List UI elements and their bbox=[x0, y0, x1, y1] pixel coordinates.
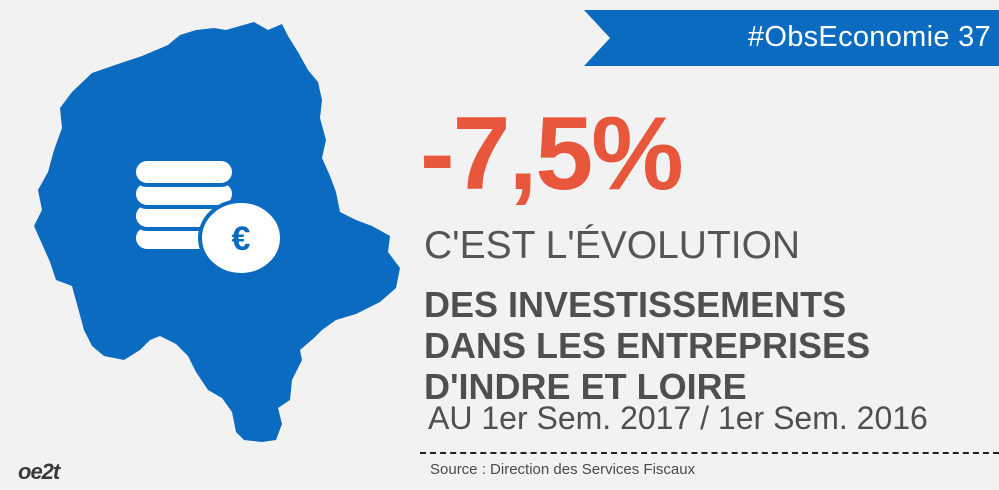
divider bbox=[420, 452, 999, 454]
subject-line: DANS LES ENTREPRISES bbox=[424, 325, 871, 366]
svg-text:€: € bbox=[232, 220, 251, 258]
hashtag-banner: #ObsEconomie 37 bbox=[584, 10, 999, 66]
subject-line: D'INDRE ET LOIRE bbox=[424, 366, 747, 407]
subject-line: DES INVESTISSEMENTS bbox=[424, 284, 847, 325]
evolution-label: C'EST L'ÉVOLUTION bbox=[424, 224, 801, 267]
euro-coin-icon: € bbox=[198, 199, 284, 277]
period-text: AU 1er Sem. 2017 / 1er Sem. 2016 bbox=[428, 400, 928, 436]
hashtag-text: #ObsEconomie 37 bbox=[747, 21, 991, 53]
stat-value: -7,5% bbox=[420, 96, 684, 212]
subject-text: DES INVESTISSEMENTS DANS LES ENTREPRISES… bbox=[424, 284, 944, 407]
source-text: Source : Direction des Services Fiscaux bbox=[430, 461, 696, 478]
logo-text: oe2t bbox=[18, 459, 60, 484]
oe2t-logo: oe2t bbox=[18, 459, 60, 485]
